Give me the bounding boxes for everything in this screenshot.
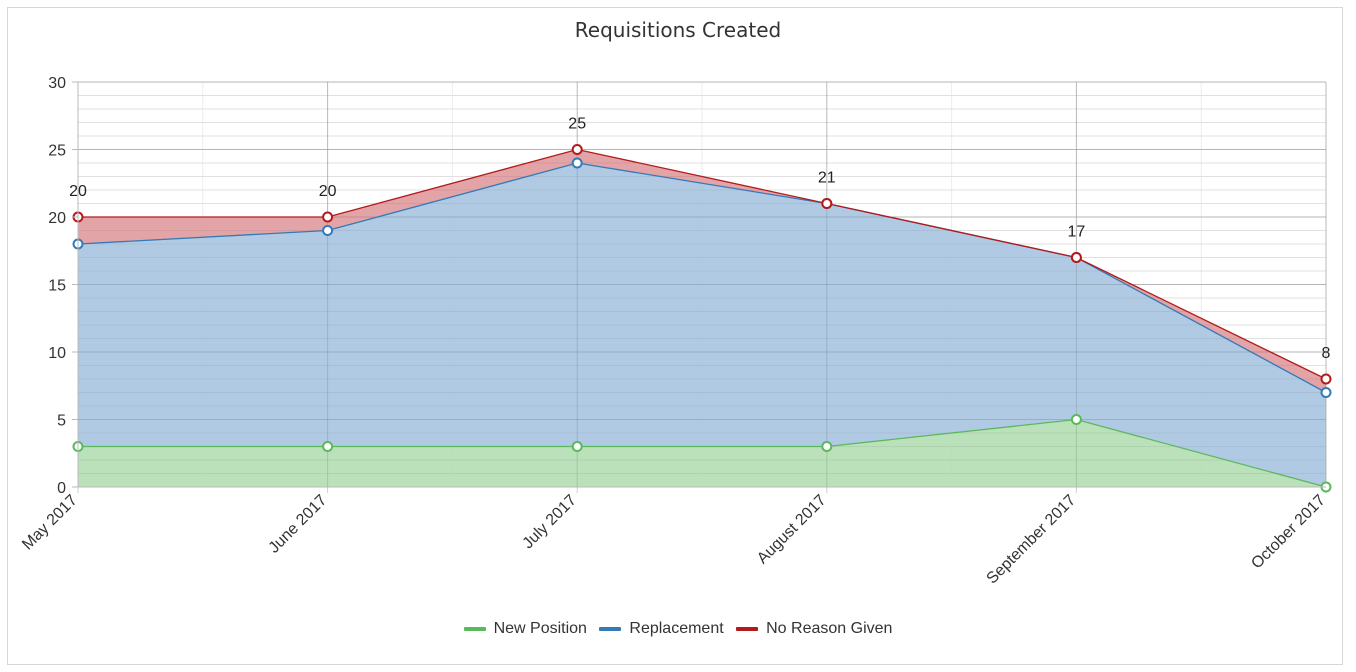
point-no-reason-given (1070, 252, 1082, 263)
data-label-total: 21 (818, 170, 836, 187)
legend-item-no-reason-given[interactable]: No Reason Given (736, 620, 892, 638)
line-replacement (77, 162, 1327, 394)
point-no-reason-given (1320, 373, 1332, 385)
point-no-reason-given (821, 198, 833, 209)
legend-item-new-position[interactable]: New Position (463, 620, 587, 638)
area-new-position (78, 419, 1326, 487)
y-tick-label: 15 (48, 278, 66, 295)
point-no-reason-given (322, 211, 334, 223)
x-tick-label: May 2017 (19, 492, 81, 554)
point-new-position (571, 441, 583, 452)
point-replacement (1320, 387, 1332, 398)
point-no-reason-given (571, 144, 583, 155)
legend-swatch-new-position (463, 626, 486, 631)
data-label-total: 25 (568, 116, 586, 133)
point-new-position (322, 441, 334, 452)
legend-label-new-position: New Position (493, 620, 587, 637)
point-replacement (322, 225, 334, 236)
y-tick-label: 30 (48, 75, 66, 92)
x-tick-label: July 2017 (520, 492, 581, 553)
data-label-total: 8 (1322, 345, 1331, 362)
y-tick-label: 10 (48, 345, 66, 362)
area-no-reason-given (78, 149, 1326, 393)
x-tick-label: September 2017 (984, 492, 1080, 588)
legend-label-replacement: Replacement (629, 620, 724, 637)
data-label-total: 20 (69, 183, 87, 200)
legend-swatch-replacement (599, 626, 622, 631)
line-no-reason-given (78, 148, 1327, 380)
data-label-total: 17 (1068, 224, 1086, 241)
x-tick-label: June 2017 (266, 492, 331, 557)
legend-item-replacement[interactable]: Replacement (599, 620, 724, 638)
point-new-position (821, 441, 833, 452)
y-tick-label: 5 (57, 413, 66, 430)
y-tick-label: 0 (57, 480, 66, 497)
x-tick-label: August 2017 (754, 492, 830, 568)
legend-swatch-no-reason-given (736, 626, 759, 631)
point-new-position (1070, 414, 1082, 425)
data-label-total: 20 (319, 183, 337, 200)
y-tick-label: 20 (48, 210, 66, 227)
legend: New Position Replacement No Reason Given (0, 620, 1356, 638)
legend-label-no-reason-given: No Reason Given (766, 620, 893, 637)
point-replacement (571, 157, 583, 169)
chart-title: Requisitions Created (574, 18, 782, 42)
x-tick-label: October 2017 (1248, 492, 1329, 573)
line-new-position (78, 418, 1327, 488)
y-tick-label: 25 (48, 143, 66, 160)
